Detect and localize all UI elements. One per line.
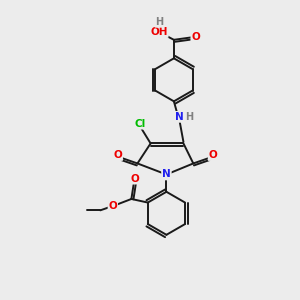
Text: O: O [113, 150, 122, 160]
Text: O: O [208, 150, 217, 160]
Text: Cl: Cl [134, 119, 146, 129]
Text: O: O [191, 32, 200, 42]
Text: H: H [185, 112, 193, 122]
Text: O: O [131, 174, 140, 184]
Text: N: N [162, 169, 171, 179]
Text: O: O [109, 200, 117, 211]
Text: N: N [175, 112, 184, 122]
Text: H: H [155, 17, 164, 27]
Text: OH: OH [150, 27, 168, 37]
